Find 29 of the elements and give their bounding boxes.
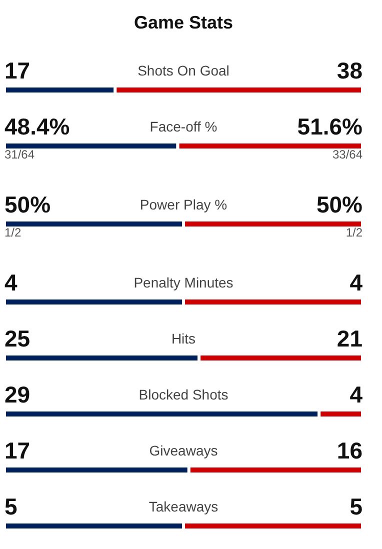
data-label: 5 [350,494,363,520]
data-label: 17 [4,58,30,84]
data-label: 38 [336,58,363,84]
chart-title: Game Stats [134,12,234,32]
data-label: 51.6% [297,114,363,140]
y-tick-label: Shots On Goal [138,62,230,78]
y-tick-label: Giveaways [149,442,218,458]
annotation: 1/2 [4,226,22,240]
data-label: 48.4% [4,114,70,140]
data-label: 16 [336,438,363,464]
data-label: 4 [350,382,363,408]
annotation: 33/64 [332,148,363,162]
data-label: 50% [4,192,51,218]
data-label: 4 [4,270,18,296]
y-tick-label: Hits [171,330,196,346]
annotation: 31/64 [4,148,35,162]
y-tick-label: Penalty Minutes [134,274,234,290]
y-tick-label: Blocked Shots [138,386,228,402]
y-tick-label: Power Play % [140,196,228,212]
data-label: 50% [316,192,363,218]
data-label: 17 [4,438,30,464]
annotation: 1/2 [346,226,363,240]
data-label: 5 [4,494,18,520]
data-label: 21 [336,326,363,352]
y-tick-label: Face-off % [150,118,218,134]
y-tick-label: Takeaways [148,498,218,514]
data-label: 29 [4,382,30,408]
data-label: 25 [4,326,30,352]
data-label: 4 [350,270,363,296]
